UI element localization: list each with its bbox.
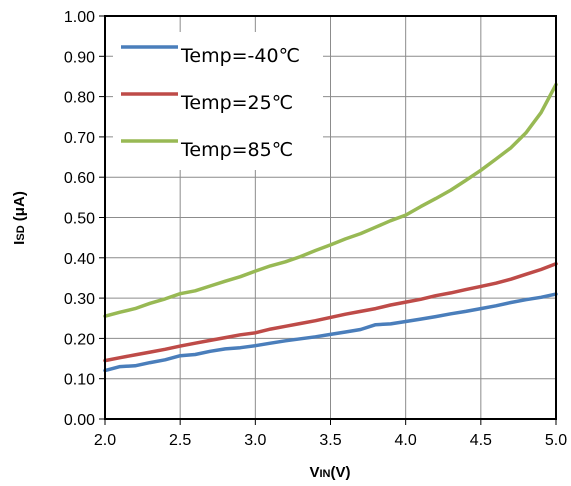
legend-label-0: Temp=-40℃ bbox=[180, 45, 300, 67]
y-tick-label: 0.40 bbox=[64, 251, 95, 268]
x-tick-label: 5.0 bbox=[545, 432, 567, 449]
series-line-1 bbox=[103, 262, 558, 363]
y-tick-label: 0.20 bbox=[64, 331, 95, 348]
x-tick-label: 4.0 bbox=[395, 432, 417, 449]
series-line-2 bbox=[103, 82, 558, 318]
y-tick-label: 0.50 bbox=[64, 211, 95, 228]
y-tick-label: 1.00 bbox=[64, 9, 95, 26]
y-tick-label: 0.00 bbox=[64, 412, 95, 429]
x-axis-title-unit: (V) bbox=[331, 464, 351, 481]
plot-border bbox=[104, 15, 557, 420]
x-tick-label: 3.5 bbox=[319, 432, 341, 449]
x-tick-label: 3.0 bbox=[244, 432, 266, 449]
legend-label-2: Temp=85℃ bbox=[180, 139, 293, 161]
y-axis-title-unit: (μA) bbox=[11, 191, 28, 225]
x-tick-labels: 2.0 2.5 3.0 3.5 4.0 4.5 5.0 bbox=[94, 432, 567, 449]
y-axis-title: ISD (μA) bbox=[11, 191, 28, 245]
y-tick-label: 0.70 bbox=[64, 130, 95, 147]
series-line-0 bbox=[103, 292, 558, 373]
y-tick-label: 0.60 bbox=[64, 170, 95, 187]
x-tick-label: 2.0 bbox=[94, 432, 116, 449]
legend-background bbox=[113, 32, 323, 170]
y-tick-labels: 0.00 0.10 0.20 0.30 0.40 0.50 0.60 0.70 0.80 0.90… bbox=[64, 9, 95, 429]
y-axis-title-main: I bbox=[11, 241, 28, 245]
x-tick-label: 2.5 bbox=[169, 432, 191, 449]
x-axis-title-main: V bbox=[309, 464, 319, 481]
x-axis-title: VIN(V) bbox=[309, 464, 350, 481]
x-tick-label: 4.5 bbox=[470, 432, 492, 449]
series-lines bbox=[103, 82, 558, 373]
y-tick-label: 0.90 bbox=[64, 49, 95, 66]
y-tick-label: 0.30 bbox=[64, 291, 95, 308]
y-tick-label: 0.80 bbox=[64, 90, 95, 107]
y-tick-label: 0.10 bbox=[64, 372, 95, 389]
y-axis-title-sub: SD bbox=[15, 225, 27, 240]
legend-label-1: Temp=25℃ bbox=[180, 92, 293, 114]
x-axis-title-sub: IN bbox=[320, 468, 331, 480]
legend: Temp=-40℃ Temp=25℃ Temp=85℃ bbox=[113, 32, 323, 170]
